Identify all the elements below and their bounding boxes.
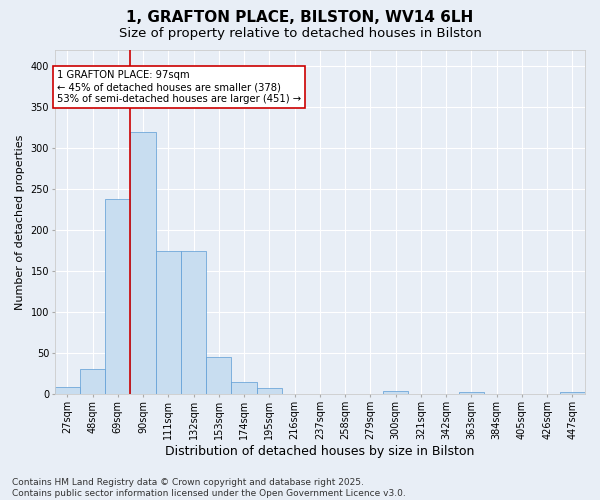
Text: Contains HM Land Registry data © Crown copyright and database right 2025.
Contai: Contains HM Land Registry data © Crown c…	[12, 478, 406, 498]
Bar	[105, 199, 130, 394]
Bar	[459, 392, 484, 394]
Bar	[130, 132, 156, 394]
Bar	[257, 388, 282, 394]
Bar	[232, 382, 257, 394]
Bar	[55, 388, 80, 394]
Y-axis label: Number of detached properties: Number of detached properties	[15, 134, 25, 310]
Bar	[560, 392, 585, 394]
Bar	[181, 250, 206, 394]
Bar	[206, 357, 232, 394]
Text: 1 GRAFTON PLACE: 97sqm
← 45% of detached houses are smaller (378)
53% of semi-de: 1 GRAFTON PLACE: 97sqm ← 45% of detached…	[57, 70, 301, 104]
Text: Size of property relative to detached houses in Bilston: Size of property relative to detached ho…	[119, 28, 481, 40]
Bar	[80, 368, 105, 394]
Bar	[156, 250, 181, 394]
Bar	[383, 390, 408, 394]
Text: 1, GRAFTON PLACE, BILSTON, WV14 6LH: 1, GRAFTON PLACE, BILSTON, WV14 6LH	[127, 10, 473, 25]
X-axis label: Distribution of detached houses by size in Bilston: Distribution of detached houses by size …	[165, 444, 475, 458]
